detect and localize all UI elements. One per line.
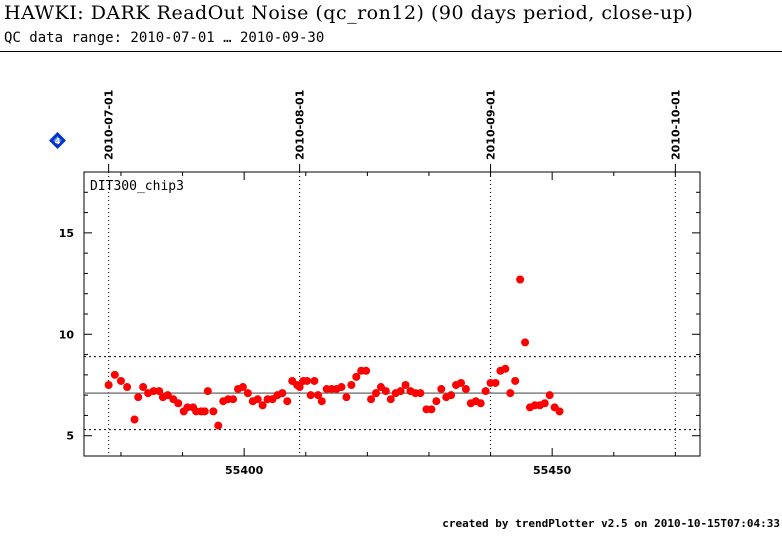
marker-number: 4 bbox=[55, 137, 61, 146]
data-point bbox=[314, 391, 323, 400]
data-point bbox=[209, 407, 218, 416]
data-point bbox=[306, 391, 315, 400]
y-tick-label: 15 bbox=[59, 227, 74, 240]
data-point bbox=[203, 387, 212, 396]
data-point bbox=[155, 387, 164, 396]
data-point bbox=[401, 381, 410, 389]
data-point bbox=[278, 389, 287, 398]
data-point bbox=[540, 399, 549, 408]
plot-frame bbox=[83, 171, 701, 457]
date-axis: 2010-07-01 2010-08-01 2010-09-01 2010-10-01 bbox=[103, 90, 682, 172]
chart-title: HAWKI: DARK ReadOut Noise (qc_ron12) (90… bbox=[4, 2, 694, 24]
data-point bbox=[476, 399, 485, 408]
data-point bbox=[521, 338, 530, 347]
data-point bbox=[149, 387, 158, 396]
data-point bbox=[545, 391, 554, 400]
data-point bbox=[456, 378, 465, 387]
data-point bbox=[317, 397, 326, 406]
data-point bbox=[432, 397, 441, 406]
data-point bbox=[427, 405, 436, 414]
date-tick-label: 2010-07-01 bbox=[103, 90, 116, 160]
grid-lines bbox=[108, 172, 676, 456]
data-point bbox=[174, 399, 183, 408]
data-points bbox=[104, 275, 564, 430]
data-point bbox=[214, 421, 223, 430]
data-point bbox=[362, 366, 371, 375]
data-point bbox=[243, 389, 252, 398]
y-tick-label: 10 bbox=[59, 328, 75, 341]
chart-subtitle: QC data range: 2010-07-01 … 2010-09-30 bbox=[4, 30, 325, 46]
data-point bbox=[337, 383, 346, 392]
data-point bbox=[163, 391, 172, 400]
data-point bbox=[437, 385, 446, 394]
data-point bbox=[447, 391, 456, 400]
data-point bbox=[342, 393, 351, 402]
data-point bbox=[381, 387, 390, 396]
data-point bbox=[481, 387, 490, 396]
data-point bbox=[555, 407, 564, 416]
data-point bbox=[491, 378, 500, 387]
data-point bbox=[123, 383, 132, 392]
data-point bbox=[283, 397, 292, 406]
footer-credit: created by trendPlotter v2.5 on 2010-10-… bbox=[442, 517, 780, 530]
data-point bbox=[253, 395, 262, 404]
data-point bbox=[347, 381, 356, 389]
date-tick-label: 2010-09-01 bbox=[485, 90, 498, 160]
data-point bbox=[116, 376, 125, 385]
data-point bbox=[501, 364, 510, 373]
data-point bbox=[506, 389, 515, 398]
axis-tick-labels: 5 10 15 55400 55450 bbox=[59, 171, 700, 477]
panel-label: DIT300_chip3 bbox=[90, 179, 184, 194]
data-point bbox=[130, 415, 139, 424]
date-tick-label: 2010-08-01 bbox=[294, 90, 307, 160]
data-point bbox=[386, 395, 395, 404]
data-point bbox=[238, 383, 247, 392]
y-tick-label: 5 bbox=[66, 430, 74, 443]
data-point bbox=[461, 385, 470, 394]
header-divider bbox=[0, 51, 782, 52]
data-point bbox=[302, 376, 311, 385]
data-point bbox=[134, 393, 143, 402]
data-point bbox=[139, 383, 148, 392]
data-point bbox=[104, 381, 113, 389]
data-point bbox=[110, 370, 119, 379]
data-point bbox=[295, 383, 304, 392]
data-point bbox=[183, 403, 192, 412]
data-point bbox=[511, 376, 520, 385]
data-point bbox=[367, 395, 376, 404]
plot-area bbox=[83, 171, 701, 457]
data-point bbox=[310, 376, 319, 385]
x-tick-label: 55450 bbox=[533, 464, 572, 477]
data-point bbox=[516, 275, 525, 284]
data-point bbox=[229, 395, 238, 404]
x-tick-label: 55400 bbox=[225, 464, 264, 477]
data-point bbox=[352, 372, 361, 381]
data-point bbox=[258, 401, 267, 410]
data-point bbox=[416, 389, 425, 398]
date-tick-label: 2010-10-01 bbox=[669, 90, 682, 160]
data-point bbox=[396, 387, 405, 396]
data-point bbox=[200, 407, 209, 416]
blue-diamond-icon: 4 bbox=[49, 132, 66, 149]
data-point bbox=[371, 389, 380, 398]
